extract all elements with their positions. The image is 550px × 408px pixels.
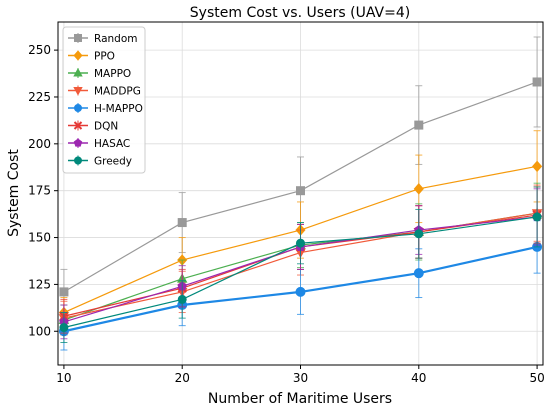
legend-label: Random [94, 33, 137, 45]
data-point [532, 77, 542, 87]
legend-swatch-marker [73, 50, 83, 61]
legend-swatch-marker [73, 87, 83, 96]
legend-label: MAPPO [94, 68, 131, 80]
data-point [414, 120, 424, 130]
legend-swatch-marker [74, 156, 82, 165]
y-tick-label: 125 [28, 277, 51, 291]
data-point [532, 212, 542, 222]
x-tick-label: 50 [529, 371, 544, 385]
data-point [59, 323, 69, 333]
chart-title: System Cost vs. Users (UAV=4) [190, 5, 410, 21]
x-tick-label: 20 [175, 371, 190, 385]
legend-entry-greedy: Greedy [68, 155, 132, 168]
y-tick-label: 100 [28, 324, 51, 338]
legend-entry-hasac: HASAC [68, 138, 130, 150]
data-point [295, 286, 306, 297]
y-tick-label: 250 [28, 43, 51, 57]
legend-entry-maddpg: MADDPG [68, 85, 141, 98]
legend-entry-dqn: DQN [68, 120, 118, 133]
legend-label: H-MAPPO [94, 103, 143, 115]
data-point [532, 160, 543, 173]
x-axis-label: Number of Maritime Users [208, 391, 392, 407]
series-greedy [59, 186, 542, 344]
legend-label: PPO [94, 51, 115, 63]
data-point [296, 238, 305, 248]
legend-entry-h-mappo: H-MAPPO [68, 103, 143, 115]
legend-box [62, 26, 146, 174]
data-point [177, 294, 187, 304]
y-tick-label: 175 [28, 184, 51, 198]
legend-swatch-marker [74, 34, 82, 42]
data-point [59, 287, 69, 297]
x-tick-label: 10 [56, 371, 71, 385]
x-tick-label: 40 [411, 371, 426, 385]
legend-label: MADDPG [94, 86, 141, 98]
y-tick-label: 225 [28, 90, 51, 104]
y-axis-label: System Cost [6, 149, 22, 237]
data-point [413, 268, 424, 279]
x-tick-label: 30 [293, 371, 308, 385]
legend-entry-ppo: PPO [68, 50, 115, 63]
legend-swatch-marker [73, 138, 83, 147]
data-point [414, 229, 424, 239]
legend: Random PPO MAPPO MADDPG H-MAPPO DQN HASAC Greed… [62, 26, 146, 174]
data-point [296, 186, 305, 196]
data-point [413, 183, 424, 195]
legend-label: HASAC [94, 138, 130, 150]
y-tick-label: 150 [28, 231, 51, 245]
legend-swatch-marker [74, 104, 82, 112]
legend-label: DQN [94, 121, 118, 133]
legend-label: Greedy [94, 156, 132, 168]
legend-swatch-marker [73, 67, 83, 77]
tick-layer: 10 20 30 40 50 100 125 150 175 200 225 250 [28, 43, 545, 385]
legend-swatch-marker [73, 121, 83, 130]
series-layer [58, 36, 543, 351]
y-tick-label: 200 [28, 137, 51, 151]
legend-entry-mappo: MAPPO [68, 67, 131, 80]
data-point [177, 218, 187, 228]
legend-entry-random: Random [68, 33, 137, 45]
